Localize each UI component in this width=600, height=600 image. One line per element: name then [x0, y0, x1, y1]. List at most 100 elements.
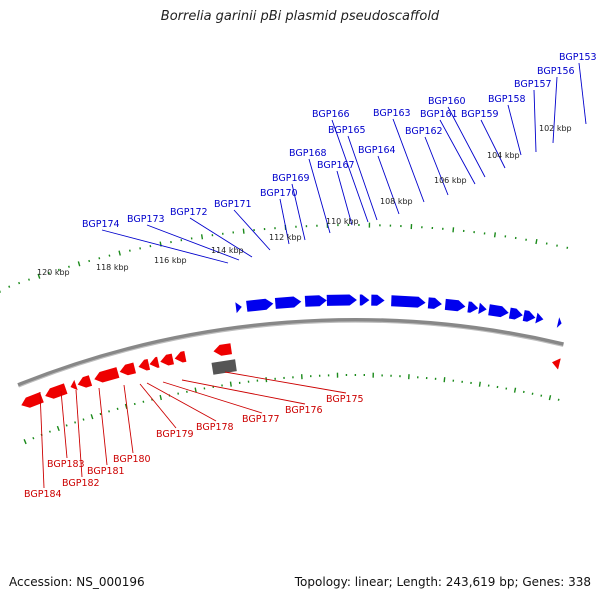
inner-ring-major-tick — [23, 439, 27, 445]
forward-gene-label: BGP171 — [214, 199, 252, 210]
inner-ring-major-tick — [194, 387, 197, 393]
outer-ring-minor-tick — [18, 281, 21, 285]
forward-leader-line — [552, 76, 558, 144]
reverse-gene-arrow — [552, 358, 561, 370]
scale-label: 102 kbp — [539, 124, 572, 133]
outer-ring-minor-tick — [98, 257, 101, 260]
outer-tick-ring — [0, 222, 569, 293]
reverse-gene-label: BGP178 — [196, 422, 234, 433]
inner-ring-minor-tick — [116, 407, 119, 410]
forward-leader-line — [101, 229, 229, 264]
reverse-gene-arrow — [119, 362, 136, 376]
inner-ring-major-tick — [548, 395, 552, 401]
forward-leader-line — [439, 119, 476, 185]
forward-gene-arrow — [246, 298, 274, 312]
inner-ring-major-tick — [229, 381, 232, 387]
forward-gene-arrow — [274, 296, 302, 309]
forward-gene-label: BGP166 — [312, 109, 350, 120]
forward-leader-line — [347, 135, 378, 221]
forward-gene-label: BGP170 — [260, 188, 298, 199]
forward-leader-line — [291, 183, 306, 241]
gene-labels: BGP153 BGP156 BGP157 BGP158 BGP159 BGP160 BGP1… — [24, 52, 597, 500]
reverse-leader-line — [75, 389, 83, 478]
scale-label: 114 kbp — [211, 246, 244, 255]
reverse-leader-line — [162, 381, 263, 414]
reverse-gene-arrow — [213, 343, 232, 356]
outer-ring-minor-tick — [8, 285, 11, 288]
forward-leader-line — [279, 198, 290, 245]
forward-leader-line — [377, 155, 400, 215]
reverse-gene-arrow — [149, 356, 160, 368]
forward-gene-label: BGP159 — [461, 109, 499, 120]
reverse-gene-label: BGP177 — [242, 414, 280, 425]
reverse-leader-line — [139, 383, 177, 429]
inner-ring-major-tick — [90, 414, 94, 420]
inner-ring-major-tick — [478, 381, 481, 387]
forward-gene-arrow — [556, 317, 562, 328]
gene-track — [21, 294, 562, 408]
reverse-gene-label: BGP182 — [62, 478, 100, 489]
forward-gene-label: BGP164 — [358, 145, 396, 156]
forward-leader-line — [507, 104, 522, 156]
map-title: Borrelia garinii pBi plasmid pseudoscaff… — [160, 9, 440, 24]
reverse-leader-line — [98, 387, 108, 466]
forward-gene-label: BGP172 — [170, 207, 208, 218]
reverse-gene-arrow — [45, 383, 68, 399]
forward-leader-line — [480, 119, 506, 169]
forward-gene-label: BGP160 — [428, 96, 466, 107]
inner-ring-minor-tick — [82, 418, 85, 421]
forward-gene-label: BGP167 — [317, 160, 355, 171]
reverse-gene-label: BGP179 — [156, 429, 194, 440]
forward-leader-line — [146, 224, 240, 261]
inner-ring-minor-tick — [74, 421, 77, 424]
reverse-gene-arrow — [77, 375, 93, 388]
forward-gene-label: BGP174 — [82, 219, 120, 230]
reverse-gene-arrow — [138, 359, 151, 371]
outer-ring-minor-tick — [88, 259, 91, 263]
scale-label: 112 kbp — [269, 233, 302, 242]
reverse-gene-label: BGP180 — [113, 454, 151, 465]
forward-gene-label: BGP173 — [127, 214, 165, 225]
outer-ring-major-tick — [37, 273, 41, 279]
forward-leader-line — [189, 217, 253, 258]
reverse-gene-arrow — [94, 367, 120, 383]
forward-gene-arrow — [467, 301, 479, 313]
scale-label: 118 kbp — [96, 263, 129, 272]
topology-summary: Topology: linear; Length: 243,619 bp; Ge… — [294, 575, 591, 589]
scale-label: 104 kbp — [487, 151, 520, 160]
forward-leader-line — [392, 118, 425, 203]
forward-gene-arrow — [371, 294, 385, 306]
other-feature-block — [211, 359, 237, 375]
reverse-gene-arrow — [174, 351, 187, 363]
forward-leader-line — [447, 106, 486, 178]
forward-gene-arrow — [444, 298, 466, 312]
outer-ring-minor-tick — [28, 278, 30, 281]
forward-gene-label: BGP168 — [289, 148, 327, 159]
outer-ring-major-tick — [77, 261, 81, 267]
forward-gene-label: BGP158 — [488, 94, 526, 105]
scale-labels: 102 kbp 104 kbp 106 kbp 108 kbp 110 kbp 112 k… — [37, 124, 572, 277]
reverse-gene-label: BGP181 — [87, 466, 125, 477]
backbone-highlight — [18, 321, 564, 388]
outer-ring-major-tick — [200, 234, 204, 240]
reverse-gene-label: BGP176 — [285, 405, 323, 416]
forward-leader-line — [331, 119, 369, 223]
forward-leader-line — [578, 62, 587, 125]
inner-ring-major-tick — [56, 425, 60, 432]
backbone-track — [17, 318, 564, 388]
inner-ring-major-tick — [265, 377, 268, 383]
forward-gene-arrow — [359, 294, 370, 306]
forward-leader-line — [308, 158, 331, 234]
forward-gene-label: BGP163 — [373, 108, 411, 119]
forward-leader-line — [233, 209, 271, 251]
scale-label: 108 kbp — [380, 197, 413, 206]
reverse-leader-line — [123, 384, 134, 454]
inner-ring-major-tick — [443, 377, 446, 383]
scale-label: 116 kbp — [154, 256, 187, 265]
outer-ring-minor-tick — [57, 268, 60, 271]
forward-gene-arrow — [391, 295, 426, 308]
forward-gene-label: BGP156 — [537, 66, 575, 77]
scale-label: 120 kbp — [37, 268, 70, 277]
forward-gene-label: BGP165 — [328, 125, 366, 136]
